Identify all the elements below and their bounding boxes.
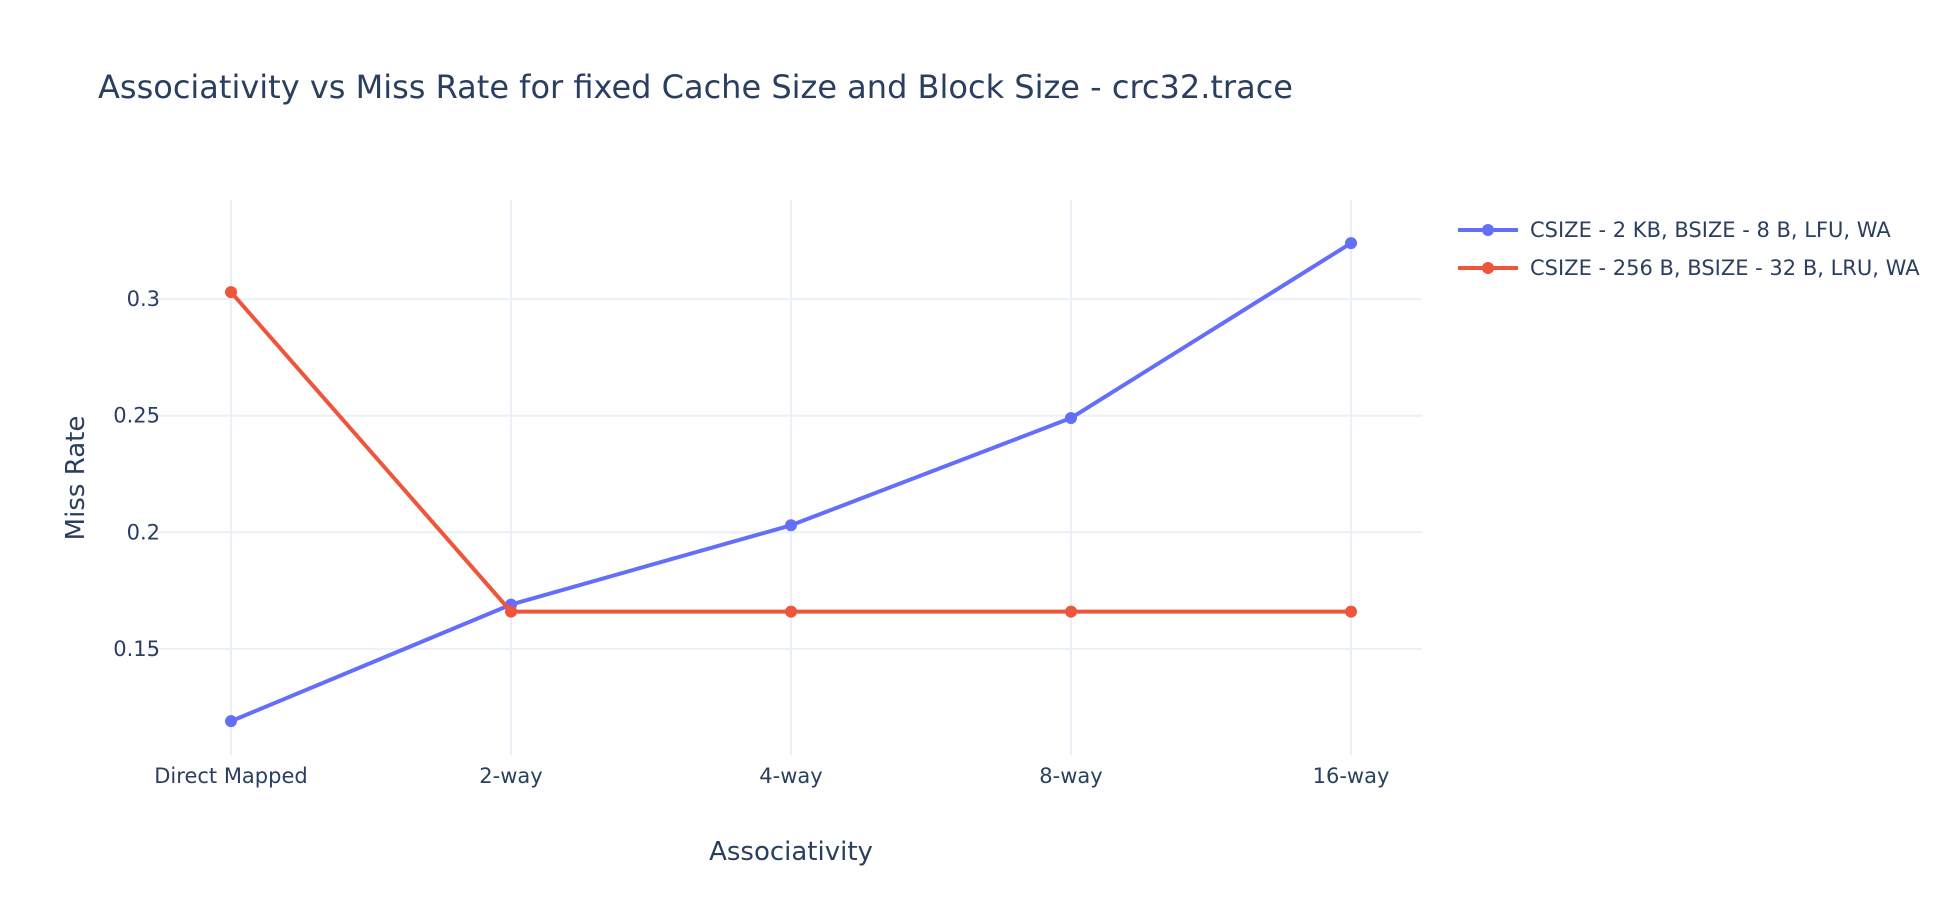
data-point <box>1345 237 1357 250</box>
legend[interactable]: CSIZE - 2 KB, BSIZE - 8 B, LFU, WA CSIZE … <box>1458 218 1920 280</box>
grid <box>148 200 1422 755</box>
data-point <box>1345 605 1357 618</box>
x-tick-label: 8-way <box>1039 764 1102 788</box>
data-point <box>225 286 237 299</box>
legend-label: CSIZE - 256 B, BSIZE - 32 B, LRU, WA <box>1530 256 1920 280</box>
legend-marker-swatch <box>1482 262 1494 274</box>
y-tick-label: 0.3 <box>127 287 160 311</box>
x-tick-label: 16-way <box>1313 764 1390 788</box>
plot-area <box>225 237 1357 728</box>
legend-marker-swatch <box>1482 224 1494 236</box>
series-2 <box>225 286 1357 618</box>
x-tick-label: 4-way <box>759 764 822 788</box>
axis-ticks: Direct Mapped 2-way 4-way 8-way 16-way 0.15 0.… <box>113 287 1389 788</box>
legend-label: CSIZE - 2 KB, BSIZE - 8 B, LFU, WA <box>1530 218 1891 242</box>
data-point <box>1065 605 1077 618</box>
series-1 <box>225 237 1357 728</box>
y-tick-label: 0.2 <box>127 520 160 544</box>
chart-title: Associativity vs Miss Rate for fixed Cac… <box>98 68 1293 106</box>
x-axis-title: Associativity <box>709 837 873 867</box>
data-point <box>785 519 797 532</box>
x-tick-label: 2-way <box>479 764 542 788</box>
data-point <box>1065 412 1077 425</box>
data-point <box>505 605 517 618</box>
y-axis-title: Miss Rate <box>61 416 91 541</box>
x-tick-label: Direct Mapped <box>154 764 307 788</box>
data-point <box>225 715 237 728</box>
data-point <box>785 605 797 618</box>
y-tick-label: 0.25 <box>113 404 160 428</box>
legend-item[interactable]: CSIZE - 256 B, BSIZE - 32 B, LRU, WA <box>1458 256 1920 280</box>
legend-item[interactable]: CSIZE - 2 KB, BSIZE - 8 B, LFU, WA <box>1458 218 1891 242</box>
y-tick-label: 0.15 <box>113 637 160 661</box>
